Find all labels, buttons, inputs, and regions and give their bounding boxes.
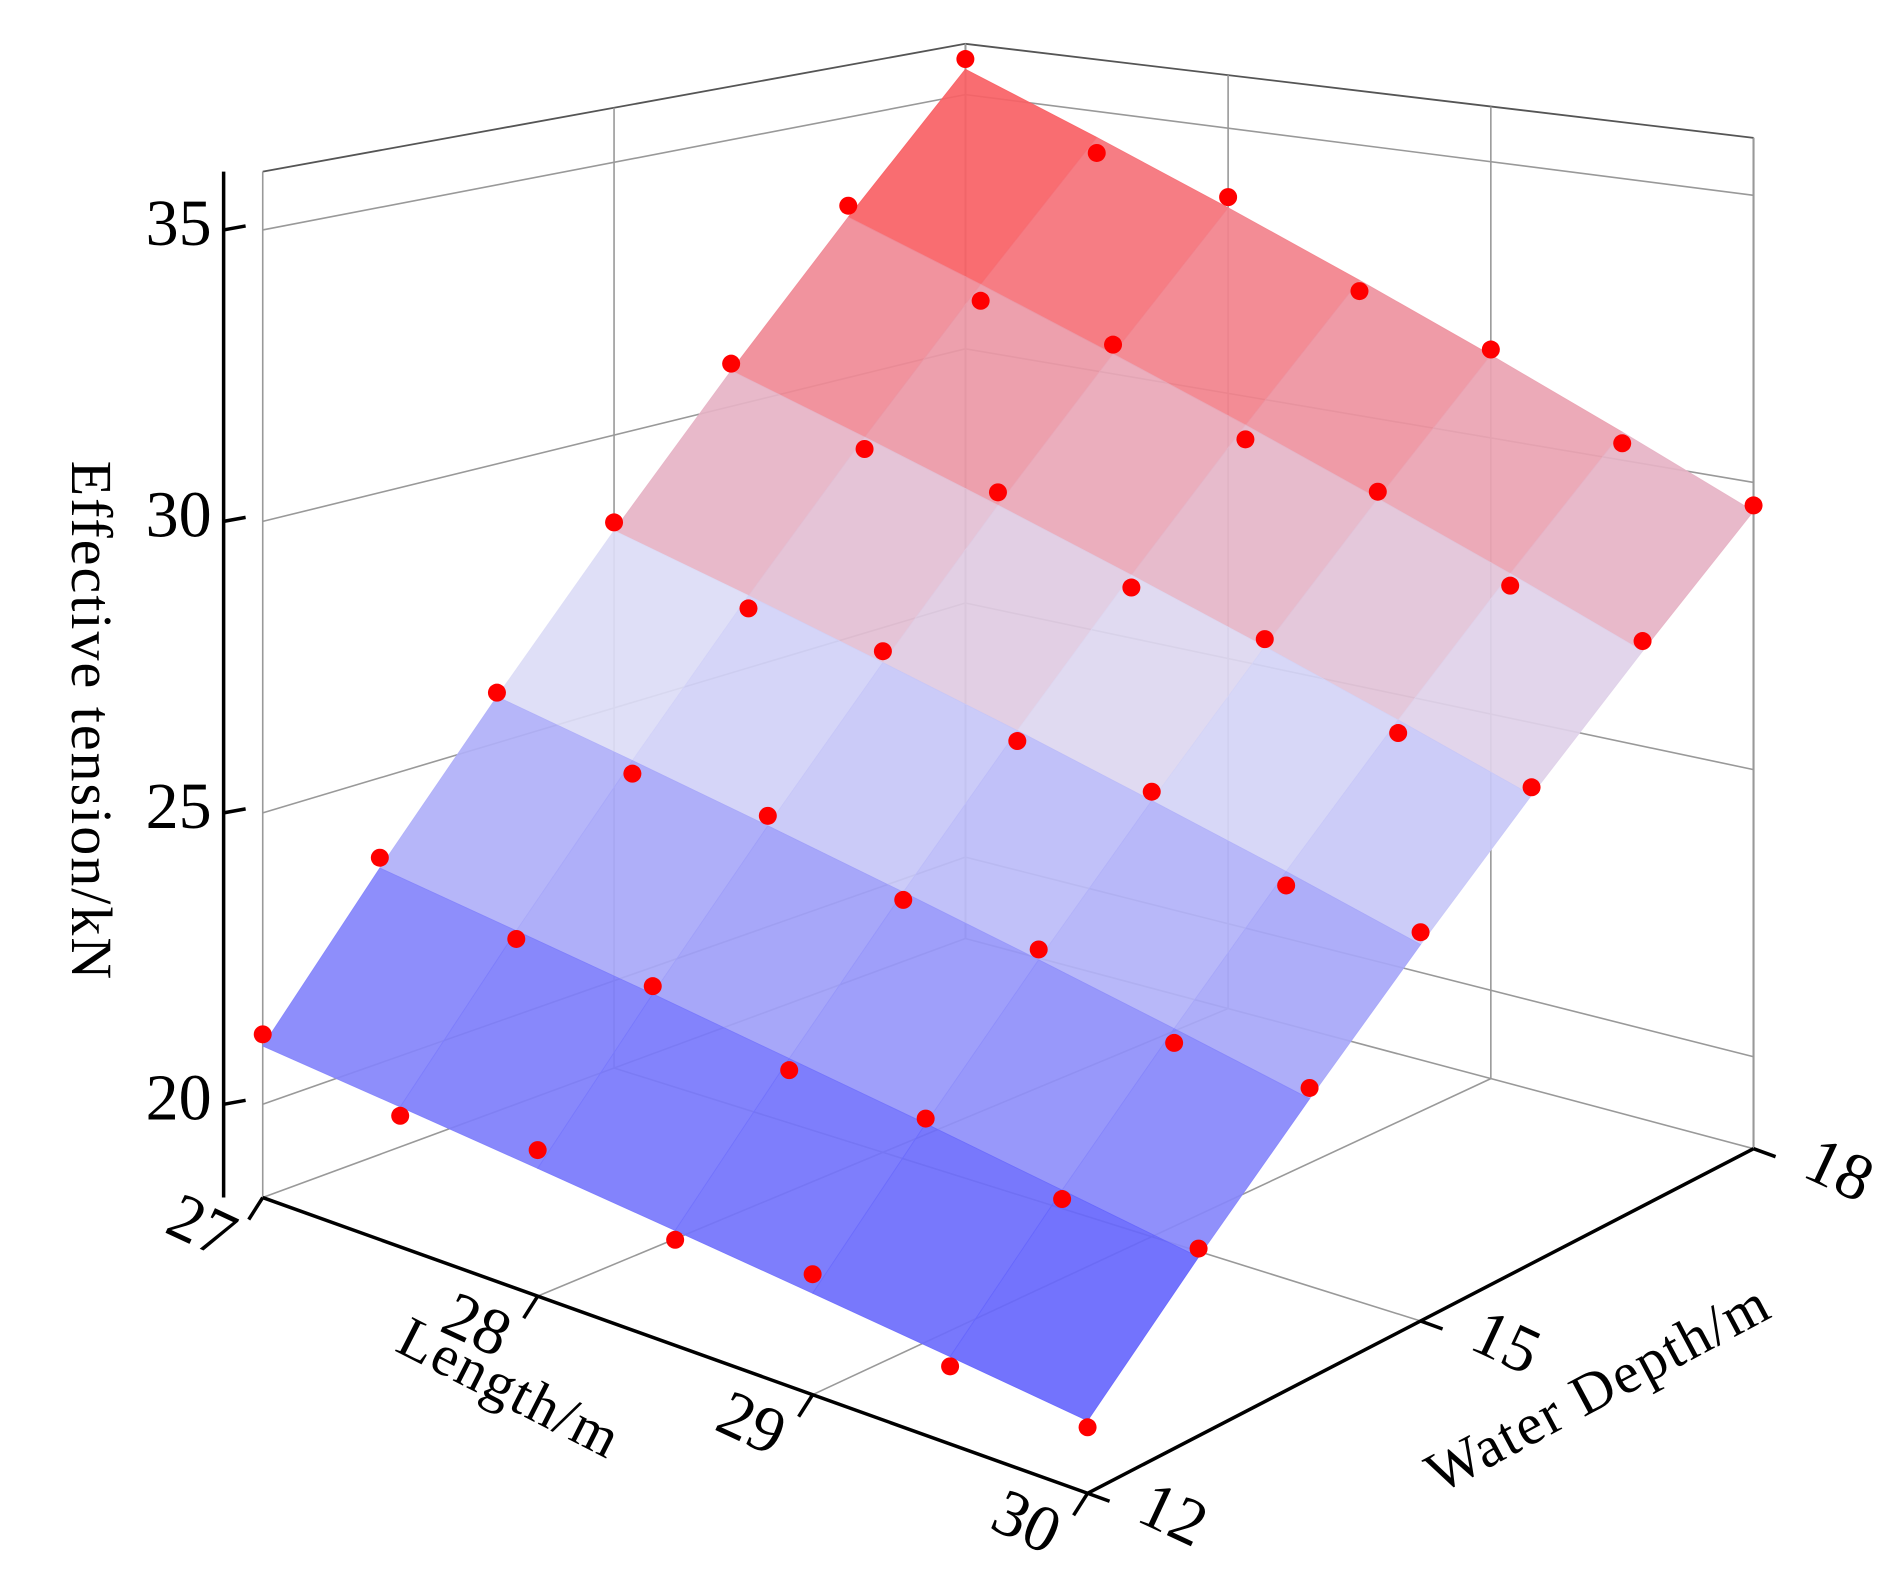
data-point — [370, 848, 389, 867]
y-tick — [1419, 1319, 1444, 1331]
data-point — [1219, 188, 1238, 207]
data-point — [941, 1357, 960, 1376]
z-tick — [223, 807, 246, 815]
data-point — [1522, 778, 1541, 797]
data-point — [1142, 782, 1161, 801]
data-point — [855, 440, 874, 459]
x-tick-label: 29 — [706, 1376, 797, 1470]
data-point — [971, 291, 990, 310]
y-tick-label: 15 — [1461, 1295, 1552, 1389]
data-point — [722, 354, 741, 373]
data-point — [956, 50, 975, 69]
data-point — [1029, 940, 1048, 959]
data-point — [391, 1106, 410, 1125]
data-point — [758, 806, 777, 825]
y-tick-label: 18 — [1794, 1123, 1885, 1217]
grid-line — [262, 93, 966, 231]
data-point — [803, 1265, 822, 1284]
data-point — [1613, 434, 1632, 453]
data-point — [1165, 1033, 1184, 1052]
data-point — [739, 599, 758, 618]
x-axis — [262, 1195, 1089, 1495]
data-point — [1411, 923, 1430, 942]
data-point — [643, 977, 662, 996]
y-tick — [1086, 1491, 1111, 1503]
data-point — [873, 642, 892, 661]
data-point — [1255, 630, 1274, 649]
y-tick — [1752, 1147, 1777, 1159]
data-point — [1350, 282, 1369, 301]
x-tick — [797, 1393, 815, 1418]
z-tick-label: 20 — [146, 1061, 212, 1134]
z-tick — [223, 1098, 246, 1107]
data-point — [839, 196, 858, 215]
data-point — [1053, 1190, 1072, 1209]
data-point — [666, 1230, 685, 1249]
data-point — [780, 1061, 799, 1080]
data-point — [1122, 578, 1141, 597]
data-point — [623, 764, 642, 783]
data-point — [253, 1025, 272, 1044]
data-point — [487, 683, 506, 702]
data-point — [988, 483, 1007, 502]
x-tick — [522, 1295, 540, 1320]
data-point — [894, 890, 913, 909]
z-axis-title: Effective tension/kN — [59, 461, 124, 982]
data-point — [1087, 143, 1106, 162]
grid-line — [965, 93, 1754, 197]
x-tick-label: 27 — [157, 1179, 248, 1273]
data-point — [1389, 724, 1408, 743]
data-point — [1104, 335, 1123, 354]
data-point — [528, 1141, 547, 1160]
data-point — [1744, 496, 1763, 515]
data-point — [1189, 1239, 1208, 1258]
data-point — [1481, 340, 1500, 359]
data-point — [1501, 576, 1520, 595]
x-tick — [247, 1196, 265, 1221]
z-tick-label: 25 — [146, 770, 212, 843]
z-tick-label: 35 — [146, 187, 212, 260]
x-tick — [1072, 1492, 1090, 1517]
z-tick — [223, 515, 246, 524]
x-tick-label: 30 — [981, 1475, 1072, 1569]
y-tick-label: 12 — [1128, 1467, 1219, 1561]
data-point — [1300, 1078, 1319, 1097]
data-point — [1078, 1418, 1097, 1437]
data-point — [507, 929, 526, 948]
data-point — [1277, 876, 1296, 895]
data-point — [605, 513, 624, 532]
data-point — [916, 1109, 935, 1128]
data-point — [1633, 632, 1652, 651]
data-point — [1368, 482, 1387, 501]
y-axis-title: Water Depth/m — [1415, 1270, 1781, 1506]
frame-line — [965, 42, 1754, 139]
data-point — [1008, 732, 1027, 751]
z-tick — [223, 224, 246, 232]
data-point — [1236, 430, 1255, 449]
z-tick-label: 30 — [146, 479, 212, 552]
